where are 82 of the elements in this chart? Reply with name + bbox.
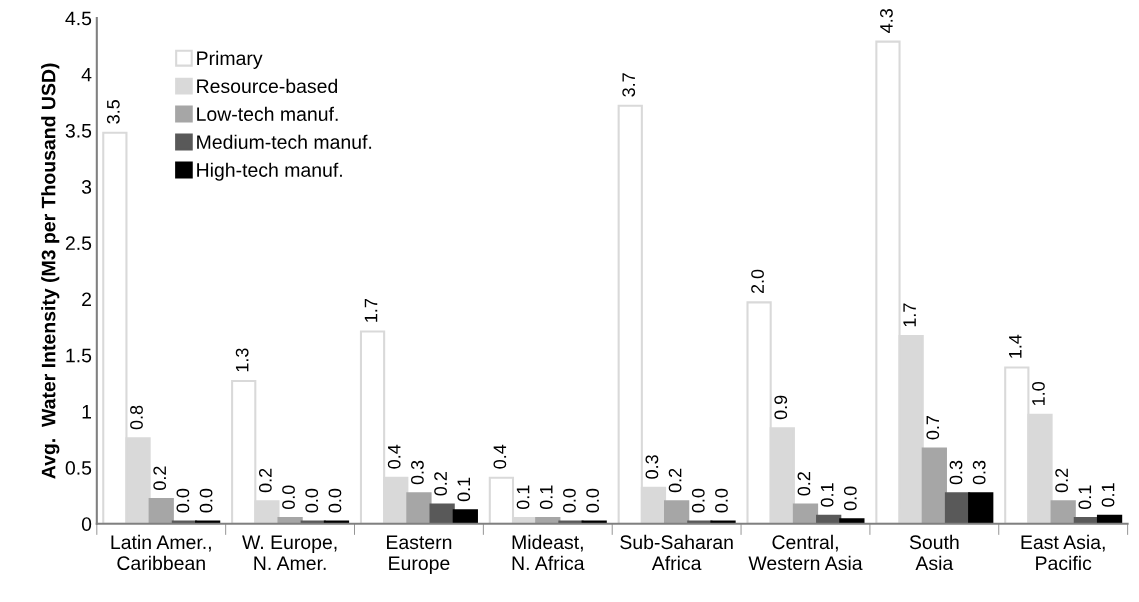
y-tick-label: 2.5 bbox=[65, 236, 92, 251]
data-label: 0.0 bbox=[843, 486, 857, 511]
y-tick-label: 1.5 bbox=[66, 348, 92, 363]
data-label: 0.3 bbox=[645, 455, 659, 479]
data-label: 0.1 bbox=[820, 483, 834, 507]
x-tick-label: Sub-Saharan Africa bbox=[620, 534, 733, 571]
bar bbox=[323, 520, 350, 524]
data-label: 1.7 bbox=[903, 303, 916, 327]
y-tick-label: 3.5 bbox=[65, 123, 92, 138]
data-label: 0.2 bbox=[797, 472, 811, 496]
data-label: 3.5 bbox=[106, 100, 120, 124]
data-label: 0.0 bbox=[715, 488, 728, 513]
data-label: 0.3 bbox=[949, 460, 963, 485]
x-tick-label: Eastern Europe bbox=[387, 535, 452, 574]
bar bbox=[429, 503, 455, 524]
bar bbox=[1096, 514, 1123, 524]
legend-label: High-tech manuf. bbox=[197, 162, 342, 181]
data-label: 0.3 bbox=[972, 460, 986, 485]
data-label: 0.3 bbox=[411, 460, 424, 485]
data-label: 1.0 bbox=[1032, 382, 1045, 406]
bar bbox=[581, 520, 607, 524]
y-tick-label: 4 bbox=[81, 67, 92, 82]
data-label: 0.8 bbox=[130, 405, 143, 430]
bar bbox=[558, 520, 584, 524]
y-tick-label: 3 bbox=[81, 180, 92, 194]
data-label: 0.2 bbox=[258, 468, 272, 493]
data-label: 0.1 bbox=[1078, 485, 1092, 510]
x-tick-label: Central, Western Asia bbox=[748, 534, 863, 571]
bar bbox=[1050, 500, 1076, 524]
data-label: 0.0 bbox=[328, 488, 342, 513]
bar bbox=[921, 447, 947, 524]
y-tick-label: 0.5 bbox=[65, 461, 92, 475]
data-label: 0.9 bbox=[774, 395, 788, 420]
y-axis-title: Avg. Water Intensity (M3 per Thousand USD) bbox=[41, 63, 60, 479]
data-label: 0.1 bbox=[457, 477, 471, 502]
data-label: 0.2 bbox=[1055, 468, 1069, 493]
data-label: 0.0 bbox=[176, 488, 190, 513]
legend-label: Primary bbox=[197, 50, 263, 69]
data-label: 0.1 bbox=[1101, 483, 1115, 507]
bar bbox=[452, 509, 478, 524]
legend-label: Low-tech manuf. bbox=[197, 106, 338, 122]
bar bbox=[792, 503, 819, 524]
data-label: 0.2 bbox=[434, 472, 447, 496]
bar bbox=[406, 492, 432, 524]
data-label: 1.3 bbox=[235, 348, 249, 372]
bar bbox=[664, 500, 690, 524]
x-tick-label: Mideast, N. Africa bbox=[512, 534, 585, 571]
x-tick-label: W. Europe, N. Amer. bbox=[242, 535, 337, 571]
legend-label: Resource-based bbox=[197, 78, 338, 94]
data-label: 0.0 bbox=[586, 488, 600, 513]
bar bbox=[148, 497, 174, 524]
data-label: 0.0 bbox=[691, 488, 705, 513]
data-label: 0.2 bbox=[668, 468, 682, 493]
data-label: 3.7 bbox=[622, 73, 636, 97]
y-tick-label: 1 bbox=[82, 405, 92, 419]
bar bbox=[710, 520, 736, 524]
data-label: 1.7 bbox=[364, 299, 378, 322]
data-label: 0.0 bbox=[199, 488, 213, 513]
data-label: 0.2 bbox=[153, 466, 167, 490]
x-tick-label: South Asia bbox=[909, 534, 959, 571]
x-tick-label: Latin Amer., Caribbean bbox=[111, 534, 211, 571]
bar bbox=[839, 518, 865, 524]
bar bbox=[944, 492, 971, 524]
data-label: 0.0 bbox=[305, 488, 319, 513]
bar bbox=[194, 520, 221, 524]
data-label: 0.0 bbox=[282, 485, 295, 510]
data-label: 0.4 bbox=[387, 444, 401, 469]
data-label: 1.4 bbox=[1009, 334, 1022, 358]
bar bbox=[968, 492, 994, 524]
y-tick-label: 0 bbox=[81, 517, 92, 531]
y-tick-label: 2 bbox=[82, 292, 91, 307]
data-label: 0.0 bbox=[563, 488, 576, 513]
data-label: 0.1 bbox=[516, 485, 530, 510]
x-tick-label: East Asia, Pacific bbox=[1021, 534, 1105, 571]
y-tick-label: 4.5 bbox=[65, 11, 92, 26]
data-label: 4.3 bbox=[880, 9, 893, 33]
data-label: 0.1 bbox=[539, 485, 553, 510]
data-label: 2.0 bbox=[751, 269, 764, 294]
bar bbox=[277, 517, 303, 524]
data-label: 0.4 bbox=[493, 444, 507, 469]
legend-label: Medium-tech manuf. bbox=[197, 134, 372, 149]
data-label: 0.7 bbox=[926, 415, 940, 440]
